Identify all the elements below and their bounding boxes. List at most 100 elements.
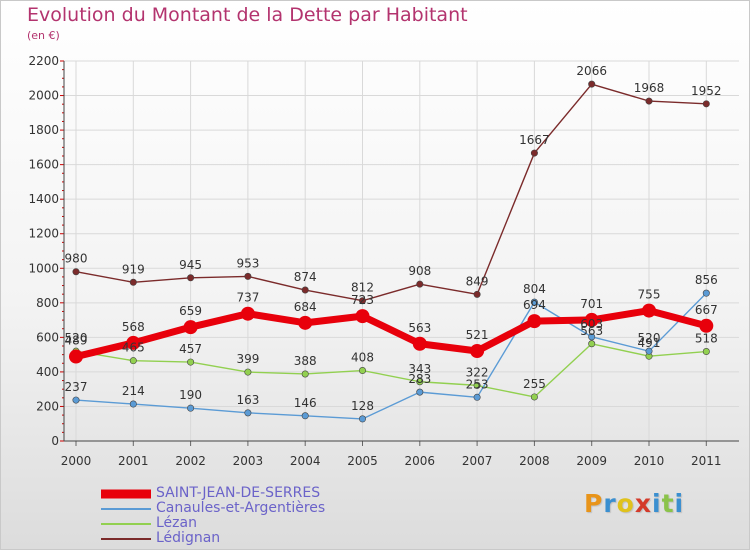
data-label: 518 bbox=[695, 332, 718, 346]
data-label: 755 bbox=[638, 288, 661, 302]
data-point bbox=[645, 347, 653, 355]
series-line-3 bbox=[75, 83, 707, 302]
legend-label: Canaules-et-Argentières bbox=[156, 500, 326, 516]
proxiti-logo: Proxiti bbox=[584, 489, 684, 518]
chart-title: Evolution du Montant de la Dette par Hab… bbox=[27, 4, 468, 26]
data-label: 568 bbox=[122, 320, 145, 334]
data-point bbox=[244, 368, 252, 376]
data-point bbox=[69, 349, 83, 364]
data-label: 694 bbox=[523, 298, 546, 312]
data-labels-layer: 980 919 945 953 874 812 908 849 1667 2066 1968 1952… bbox=[65, 64, 722, 413]
logo-letter: i bbox=[652, 489, 662, 518]
data-label: 388 bbox=[294, 354, 317, 368]
data-label: 684 bbox=[294, 300, 317, 314]
y-tick-label: 2200 bbox=[28, 54, 59, 68]
data-point bbox=[355, 309, 370, 324]
x-tick-label: 2006 bbox=[405, 454, 436, 468]
data-label: 737 bbox=[236, 291, 259, 305]
logo-letter: t bbox=[661, 489, 675, 518]
data-label: 521 bbox=[466, 328, 489, 342]
data-label: 322 bbox=[466, 365, 489, 379]
data-point bbox=[473, 393, 481, 401]
y-tick-label: 2000 bbox=[28, 89, 59, 103]
data-label: 489 bbox=[65, 334, 88, 348]
data-point bbox=[358, 415, 366, 423]
data-point bbox=[244, 272, 252, 280]
data-label: 520 bbox=[638, 331, 661, 345]
data-label: 953 bbox=[236, 256, 259, 270]
legend-label: Lézan bbox=[156, 515, 197, 531]
data-point bbox=[702, 348, 710, 356]
y-tick-label: 1800 bbox=[28, 123, 59, 137]
data-label: 465 bbox=[122, 341, 145, 355]
data-label: 237 bbox=[65, 380, 88, 394]
data-point bbox=[72, 396, 80, 404]
axes-layer: 0 200 400 600 800 1000 1200 1400 1600 1800 2000 220… bbox=[28, 54, 739, 468]
data-point bbox=[358, 367, 366, 375]
data-point bbox=[588, 80, 596, 88]
data-label: 908 bbox=[408, 264, 431, 278]
x-tick-label: 2004 bbox=[290, 454, 321, 468]
data-point bbox=[187, 404, 195, 412]
logo-letter: o bbox=[616, 489, 635, 518]
data-label: 980 bbox=[65, 252, 88, 266]
data-label: 563 bbox=[408, 321, 431, 335]
legend-label: Lédignan bbox=[156, 530, 221, 546]
x-tick-label: 2002 bbox=[175, 454, 206, 468]
x-tick-label: 2010 bbox=[634, 454, 665, 468]
data-point bbox=[473, 290, 481, 298]
data-point bbox=[470, 344, 485, 359]
x-tick-label: 2011 bbox=[691, 454, 722, 468]
data-point bbox=[702, 100, 710, 108]
x-tick-label: 2009 bbox=[576, 454, 607, 468]
data-label: 659 bbox=[179, 304, 202, 318]
data-label: 804 bbox=[523, 282, 546, 296]
data-label: 849 bbox=[466, 274, 489, 288]
data-point bbox=[301, 286, 309, 294]
data-label: 701 bbox=[580, 297, 603, 311]
data-point bbox=[126, 335, 141, 350]
data-point bbox=[584, 312, 599, 327]
data-label: 563 bbox=[580, 324, 603, 338]
series-line-0 bbox=[72, 307, 710, 361]
data-point bbox=[301, 370, 309, 378]
logo-letter: r bbox=[603, 489, 617, 518]
series-layer bbox=[69, 80, 714, 423]
x-tick-label: 2008 bbox=[519, 454, 550, 468]
data-label: 408 bbox=[351, 351, 374, 365]
data-label: 343 bbox=[408, 362, 431, 376]
y-tick-label: 1000 bbox=[28, 261, 59, 275]
series-line-2 bbox=[75, 343, 707, 398]
data-point bbox=[642, 303, 656, 318]
data-point bbox=[129, 400, 137, 408]
data-point bbox=[298, 315, 313, 330]
legend-swatch bbox=[101, 489, 151, 498]
data-label: 190 bbox=[179, 388, 202, 402]
x-tick-label: 2005 bbox=[347, 454, 378, 468]
data-label: 603 bbox=[580, 317, 603, 331]
x-tick-label: 2003 bbox=[233, 454, 264, 468]
data-label: 1968 bbox=[634, 81, 665, 95]
y-tick-label: 400 bbox=[36, 365, 59, 379]
data-point bbox=[588, 333, 596, 341]
data-point bbox=[416, 388, 424, 396]
data-label: 491 bbox=[638, 336, 661, 350]
data-point bbox=[588, 340, 596, 348]
data-label: 283 bbox=[408, 372, 431, 386]
data-point bbox=[72, 268, 80, 276]
data-label: 945 bbox=[179, 258, 202, 272]
data-label: 457 bbox=[179, 342, 202, 356]
y-tick-label: 0 bbox=[51, 434, 59, 448]
data-label: 163 bbox=[236, 393, 259, 407]
data-point bbox=[530, 298, 538, 306]
logo-letter: x bbox=[634, 489, 652, 518]
grid-layer bbox=[64, 60, 739, 442]
data-label: 667 bbox=[695, 303, 718, 317]
data-label: 1952 bbox=[691, 84, 722, 98]
data-point bbox=[187, 358, 195, 366]
data-point bbox=[416, 280, 424, 288]
data-point bbox=[240, 306, 255, 321]
data-point bbox=[416, 378, 424, 386]
